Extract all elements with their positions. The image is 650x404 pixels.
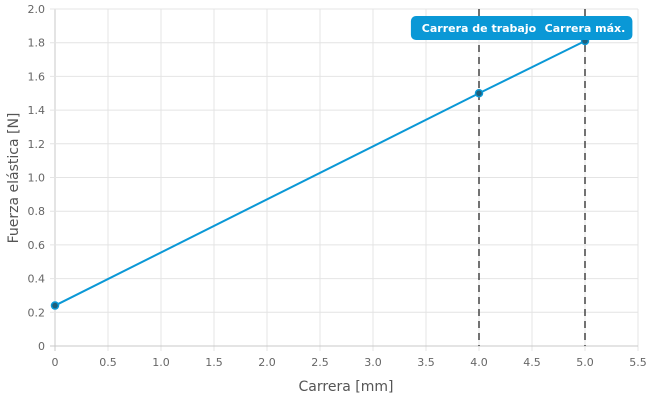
x-tick-label: 3.5: [417, 356, 435, 369]
x-tick-label: 5.5: [629, 356, 647, 369]
y-tick-label: 0.6: [28, 239, 46, 252]
x-tick-label: 2.0: [258, 356, 276, 369]
y-tick-label: 1.2: [28, 138, 46, 151]
y-tick-label: 0: [38, 340, 45, 353]
y-tick-label: 1.4: [28, 104, 46, 117]
x-tick-label: 5.0: [576, 356, 594, 369]
annotation-badge: [410, 16, 548, 40]
x-tick-labels: 0 0.5 1.0 1.5 2.0 2.5 3.0 3.5 4.0 4.5 5.0 5.5: [52, 356, 647, 369]
y-tick-label: 2.0: [28, 3, 46, 16]
data-point: [50, 301, 60, 310]
x-tick-label: 0: [52, 356, 59, 369]
y-tick-label: 1.6: [28, 70, 46, 83]
y-tick-label: 1.0: [28, 172, 46, 185]
x-tick-label: 4.0: [470, 356, 488, 369]
annotation-label: Carrera máx.: [545, 22, 626, 35]
annotation-label: Carrera de trabajo: [422, 22, 537, 35]
x-tick-label: 3.0: [364, 356, 382, 369]
y-tick-label: 1.8: [28, 37, 46, 50]
grid: [50, 8, 639, 351]
x-tick-label: 2.5: [311, 356, 329, 369]
y-tick-label: 0.4: [28, 273, 46, 286]
y-axis-label: Fuerza elástica [N]: [6, 113, 22, 244]
annotations: Carrera de trabajo Carrera máx.: [410, 16, 633, 40]
series: [50, 36, 590, 310]
y-tick-label: 0.2: [28, 306, 46, 319]
x-tick-label: 0.5: [99, 356, 117, 369]
x-tick-label: 4.5: [523, 356, 541, 369]
x-axis-label: Carrera [mm]: [299, 379, 394, 395]
annotation-lines: [478, 9, 586, 346]
annotation-badge: [537, 16, 633, 40]
data-point: [474, 89, 484, 98]
y-tick-labels: 0 0.2 0.4 0.6 0.8 1.0 1.2 1.4 1.6 1.8 2.0: [28, 3, 46, 353]
x-tick-label: 1.5: [205, 356, 223, 369]
x-tick-label: 1.0: [152, 356, 170, 369]
y-tick-label: 0.8: [28, 205, 46, 218]
